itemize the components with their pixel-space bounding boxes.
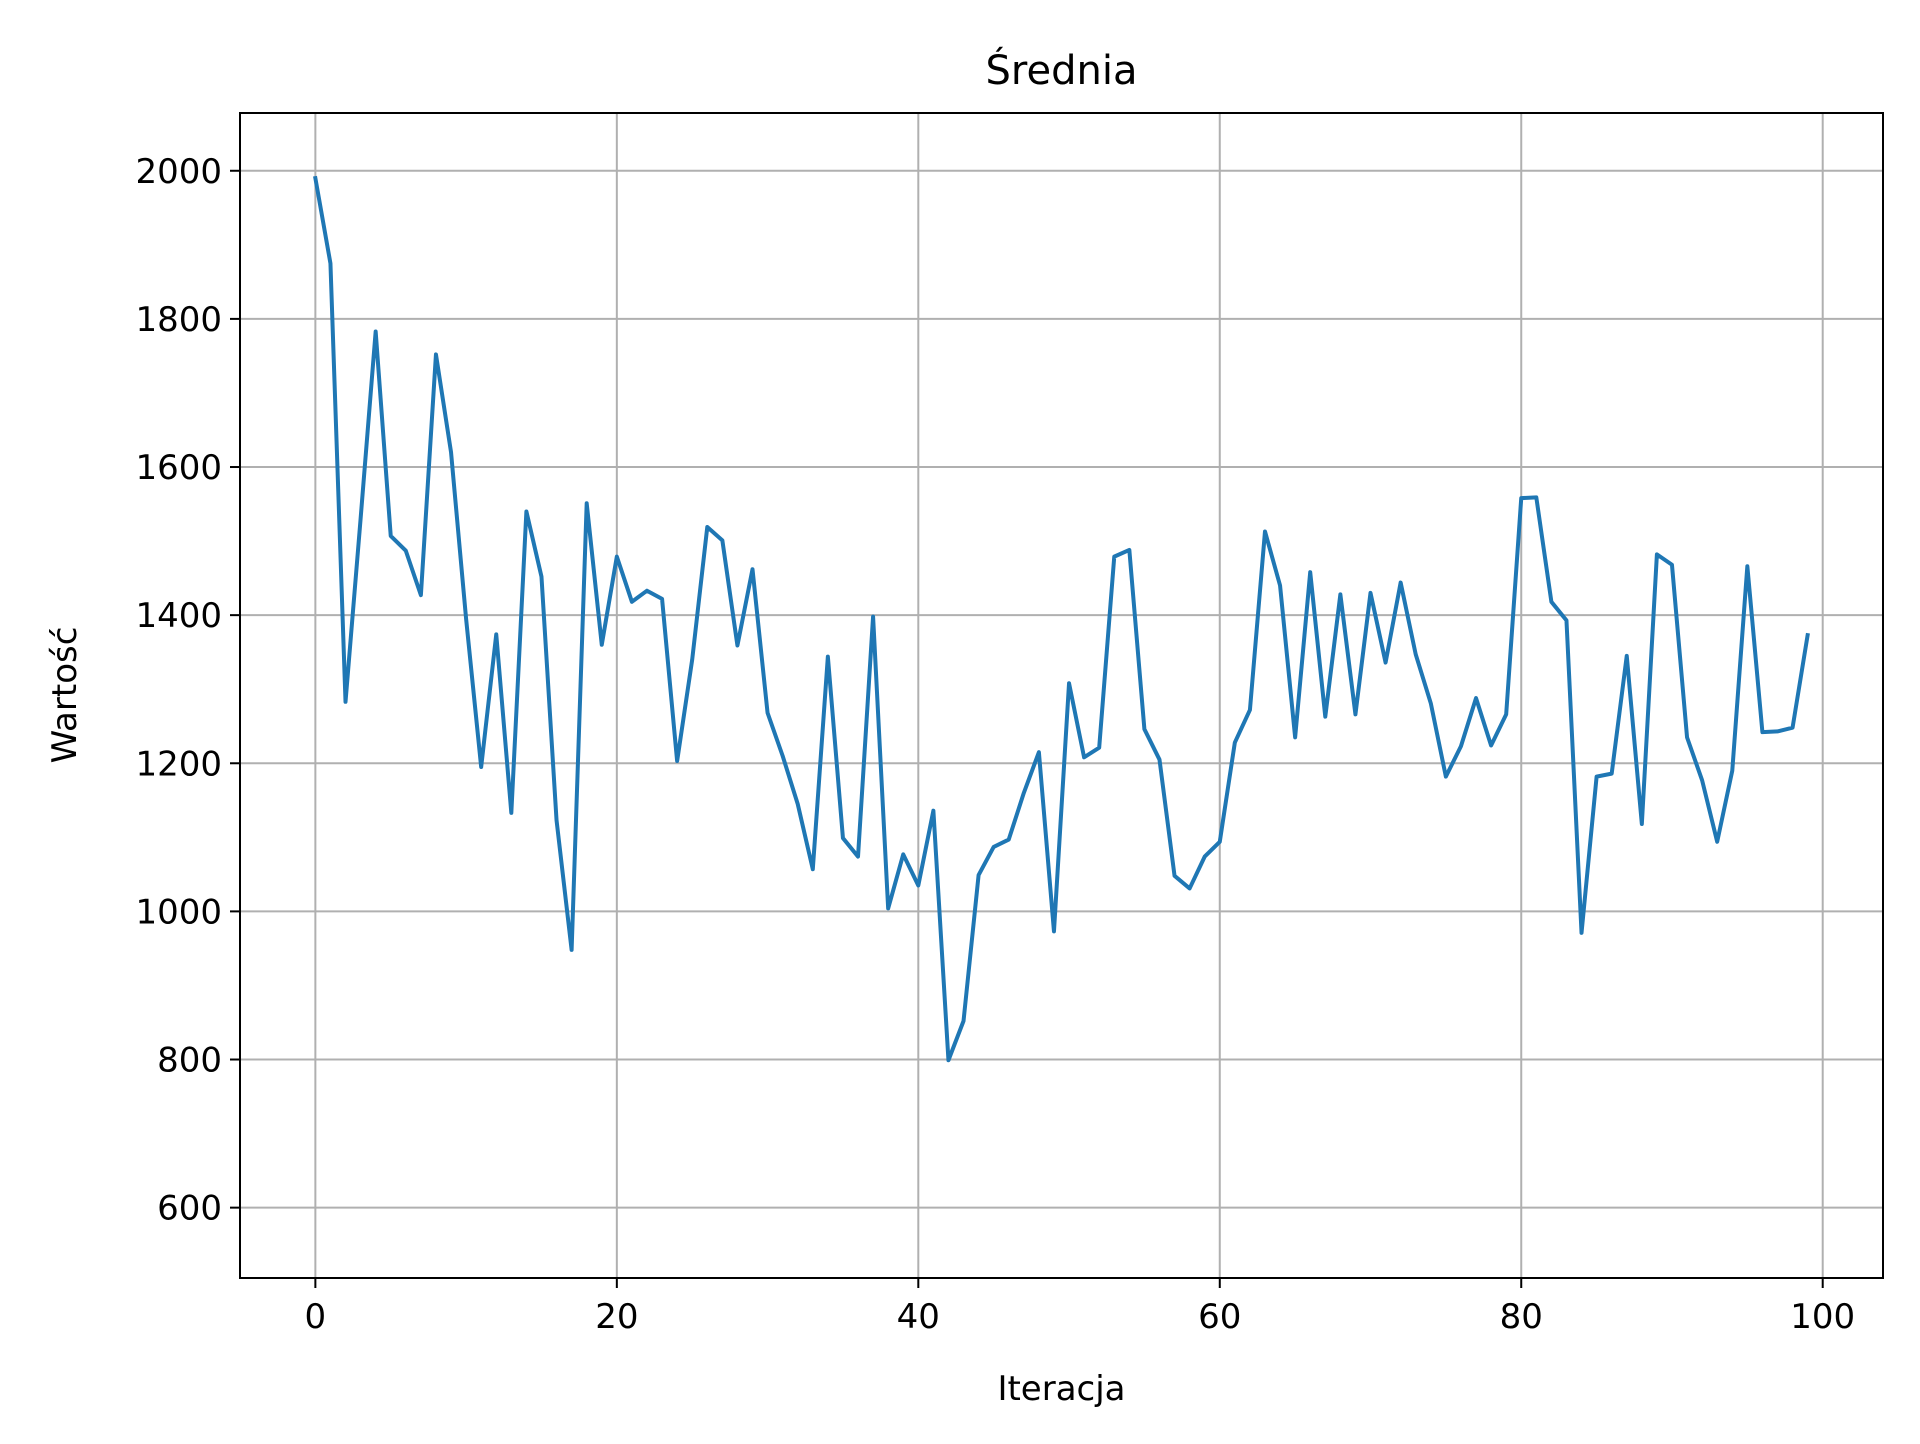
x-tick-label: 60 — [1198, 1297, 1241, 1337]
y-axis-label: Wartość — [45, 627, 85, 764]
chart-title: Średnia — [986, 46, 1138, 94]
y-tick-label: 1000 — [135, 892, 222, 932]
y-tick-label: 800 — [157, 1041, 222, 1081]
y-tick-label: 1800 — [135, 300, 222, 340]
x-tick-label: 0 — [305, 1297, 327, 1337]
x-tick-label: 80 — [1500, 1297, 1543, 1337]
x-tick-label: 40 — [897, 1297, 940, 1337]
y-tick-label: 2000 — [135, 152, 222, 192]
y-tick-label: 1400 — [135, 596, 222, 636]
x-axis-label: Iteracja — [997, 1369, 1125, 1409]
y-tick-label: 1200 — [135, 744, 222, 784]
x-tick-label: 100 — [1790, 1297, 1855, 1337]
y-tick-label: 600 — [157, 1189, 222, 1229]
x-tick-label: 20 — [595, 1297, 638, 1337]
y-tick-label: 1600 — [135, 448, 222, 488]
